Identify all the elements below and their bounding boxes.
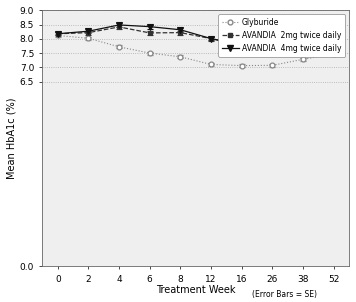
Y-axis label: Mean HbA1c (%): Mean HbA1c (%) xyxy=(7,98,17,179)
X-axis label: Treatment Week: Treatment Week xyxy=(156,285,235,295)
Text: (Error Bars = SE): (Error Bars = SE) xyxy=(252,290,317,299)
Legend: Glyburide, AVANDIA  2mg twice daily, AVANDIA  4mg twice daily: Glyburide, AVANDIA 2mg twice daily, AVAN… xyxy=(218,14,345,56)
